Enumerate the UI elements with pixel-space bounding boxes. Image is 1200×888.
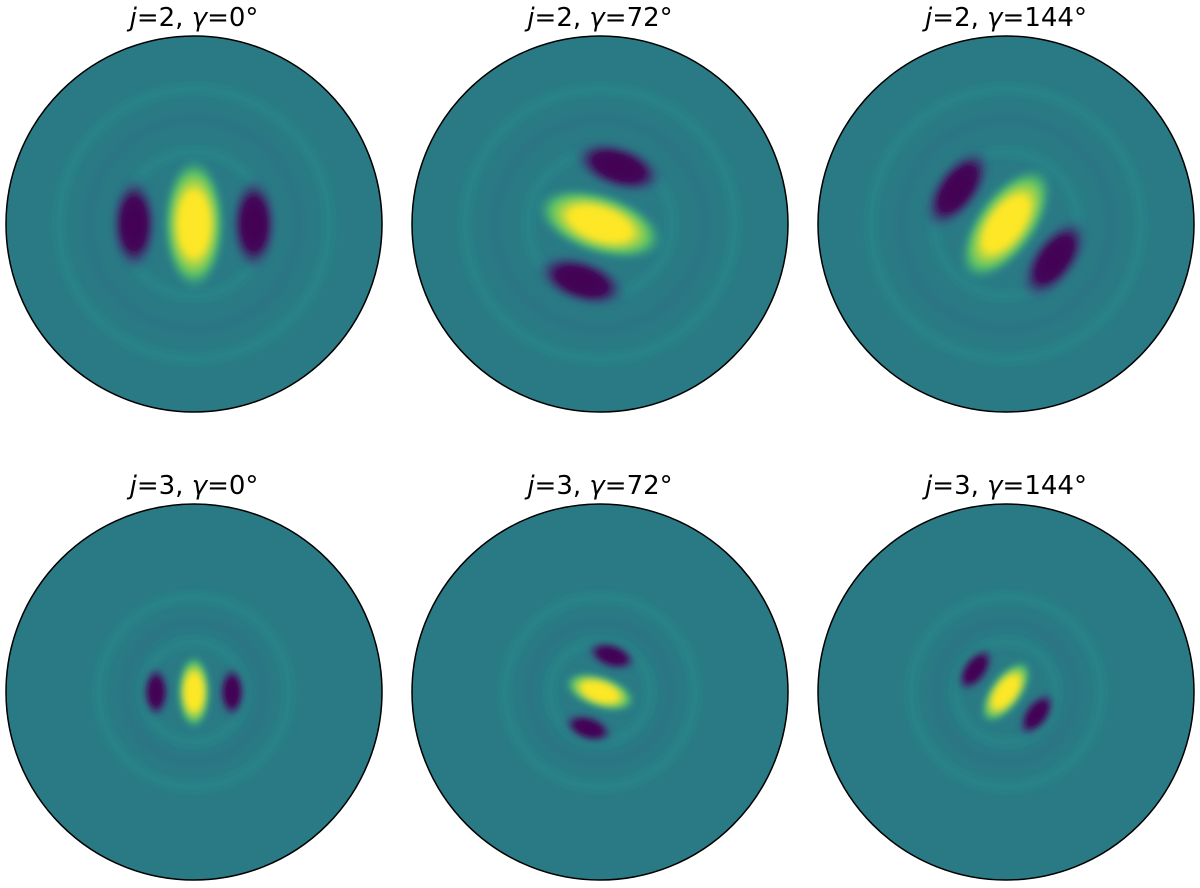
ripple-ring — [500, 592, 700, 792]
ripple-ring — [119, 617, 269, 767]
title-gamma-value: =72° — [605, 471, 673, 501]
ripple-ring — [94, 592, 294, 792]
title-j-symbol: j — [922, 3, 933, 33]
title-gamma-symbol: γ — [192, 471, 209, 501]
wavelet-panel: j=3, γ=0° — [5, 471, 383, 881]
title-gamma-value: =0° — [207, 3, 258, 33]
panel-title: j=2, γ=72° — [524, 3, 672, 33]
title-gamma-value: =0° — [207, 471, 258, 501]
disk-content — [6, 36, 382, 412]
title-j-value: =2, — [932, 3, 987, 33]
ripple-ring — [490, 114, 710, 334]
title-j-value: =3, — [137, 471, 192, 501]
disk-outline — [817, 503, 1195, 881]
title-gamma-symbol: γ — [987, 3, 1004, 33]
disk-content — [412, 504, 788, 880]
panel-title: j=3, γ=144° — [922, 471, 1087, 501]
disk-outline — [5, 503, 383, 881]
wavelet-panel: j=2, γ=144° — [817, 3, 1195, 413]
ripple-ring — [951, 637, 1061, 747]
positive-lobe — [958, 166, 1054, 282]
panel-title: j=3, γ=0° — [127, 471, 259, 501]
disk-content — [818, 504, 1194, 880]
disk-outline — [5, 35, 383, 413]
title-gamma-value: =72° — [605, 3, 673, 33]
negative-lobe — [562, 712, 614, 744]
disk-outline — [411, 503, 789, 881]
disk-content — [412, 36, 788, 412]
positive-lobe — [979, 659, 1033, 725]
negative-lobe — [110, 176, 158, 272]
positive-lobe — [563, 671, 637, 713]
panel-title: j=2, γ=144° — [922, 3, 1087, 33]
wavelet-lobes — [110, 156, 278, 292]
title-gamma-symbol: γ — [589, 471, 606, 501]
disk-outline — [817, 35, 1195, 413]
ripple-ring — [896, 114, 1116, 334]
wavelet-lobes — [956, 646, 1056, 738]
wavelet-lobes — [923, 147, 1089, 301]
negative-lobe — [572, 139, 665, 194]
panel-title: j=3, γ=72° — [524, 471, 672, 501]
title-j-symbol: j — [524, 471, 535, 501]
negative-lobe — [1017, 691, 1056, 738]
wavelet-panel: j=3, γ=72° — [411, 471, 789, 881]
disk-outline — [411, 35, 789, 413]
negative-lobe — [956, 646, 995, 693]
negative-lobe — [923, 147, 992, 231]
title-j-symbol: j — [127, 3, 138, 33]
title-j-value: =2, — [137, 3, 192, 33]
negative-lobe — [142, 665, 170, 719]
ripple-ring — [460, 84, 740, 364]
ripple-ring — [906, 592, 1106, 792]
ripple-ring — [525, 617, 675, 767]
title-gamma-symbol: γ — [987, 471, 1004, 501]
panel-title: j=2, γ=0° — [127, 3, 259, 33]
wavelet-panel: j=2, γ=72° — [411, 3, 789, 413]
ripple-ring — [931, 617, 1081, 767]
title-j-value: =2, — [535, 3, 590, 33]
title-gamma-symbol: γ — [589, 3, 606, 33]
negative-lobe — [1020, 217, 1089, 301]
title-gamma-value: =144° — [1003, 471, 1087, 501]
title-j-value: =3, — [932, 471, 987, 501]
title-gamma-value: =144° — [1003, 3, 1087, 33]
negative-lobe — [218, 665, 246, 719]
disk-content — [818, 36, 1194, 412]
title-j-symbol: j — [127, 471, 138, 501]
wavelet-panel: j=2, γ=0° — [5, 3, 383, 413]
title-j-symbol: j — [922, 471, 933, 501]
title-j-symbol: j — [524, 3, 535, 33]
positive-lobe — [162, 156, 226, 292]
negative-lobe — [535, 254, 628, 309]
wavelet-lobes — [535, 139, 665, 309]
disk-content — [6, 504, 382, 880]
wavelet-lobes — [142, 654, 246, 730]
title-j-value: =3, — [535, 471, 590, 501]
ripple-ring — [54, 84, 334, 364]
negative-lobe — [586, 640, 638, 672]
title-gamma-symbol: γ — [192, 3, 209, 33]
positive-lobe — [535, 187, 665, 261]
positive-lobe — [176, 654, 212, 730]
ripple-ring — [866, 84, 1146, 364]
ripple-ring — [84, 114, 304, 334]
negative-lobe — [230, 176, 278, 272]
wavelet-lobes — [562, 640, 638, 744]
wavelet-panel: j=3, γ=144° — [817, 471, 1195, 881]
